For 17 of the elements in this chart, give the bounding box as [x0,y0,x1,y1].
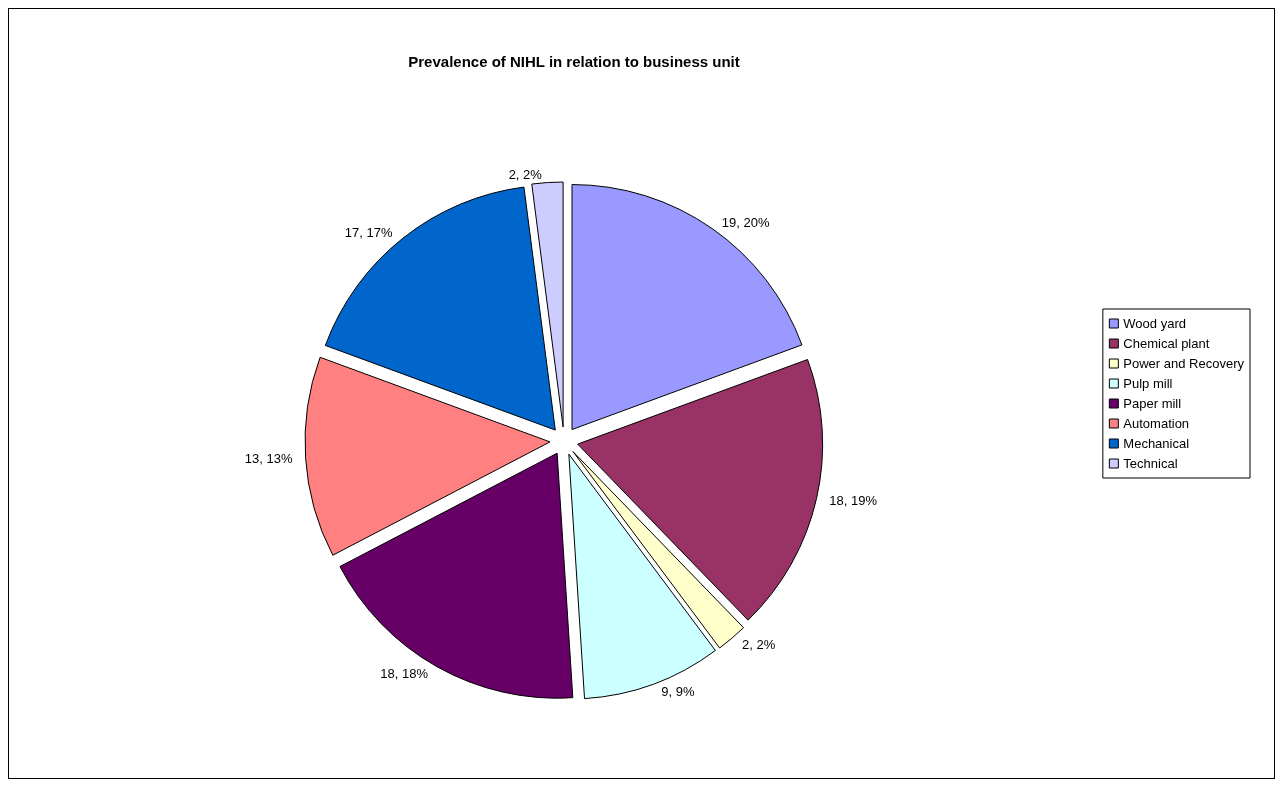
legend-label: Pulp mill [1123,376,1173,391]
legend-label: Technical [1123,456,1178,471]
legend-label: Automation [1123,416,1190,431]
legend-label: Wood yard [1123,316,1186,331]
legend-label: Mechanical [1123,436,1190,451]
data-label: 19, 20% [721,214,770,230]
data-label: 2, 2% [742,636,776,652]
data-label: 2, 2% [508,167,543,183]
data-label: 18, 18% [380,666,429,682]
data-label: 13, 13% [244,450,293,466]
legend-label: Paper mill [1123,396,1182,411]
data-label: 17, 17% [344,224,393,240]
data-label: 9, 9% [661,684,695,700]
chart-title: Prevalence of NIHL in relation to business unit [408,53,740,70]
legend-label: Power and Recovery [1123,356,1245,371]
legend-label: Chemical plant [1123,336,1210,351]
data-label: 18, 19% [829,492,878,508]
